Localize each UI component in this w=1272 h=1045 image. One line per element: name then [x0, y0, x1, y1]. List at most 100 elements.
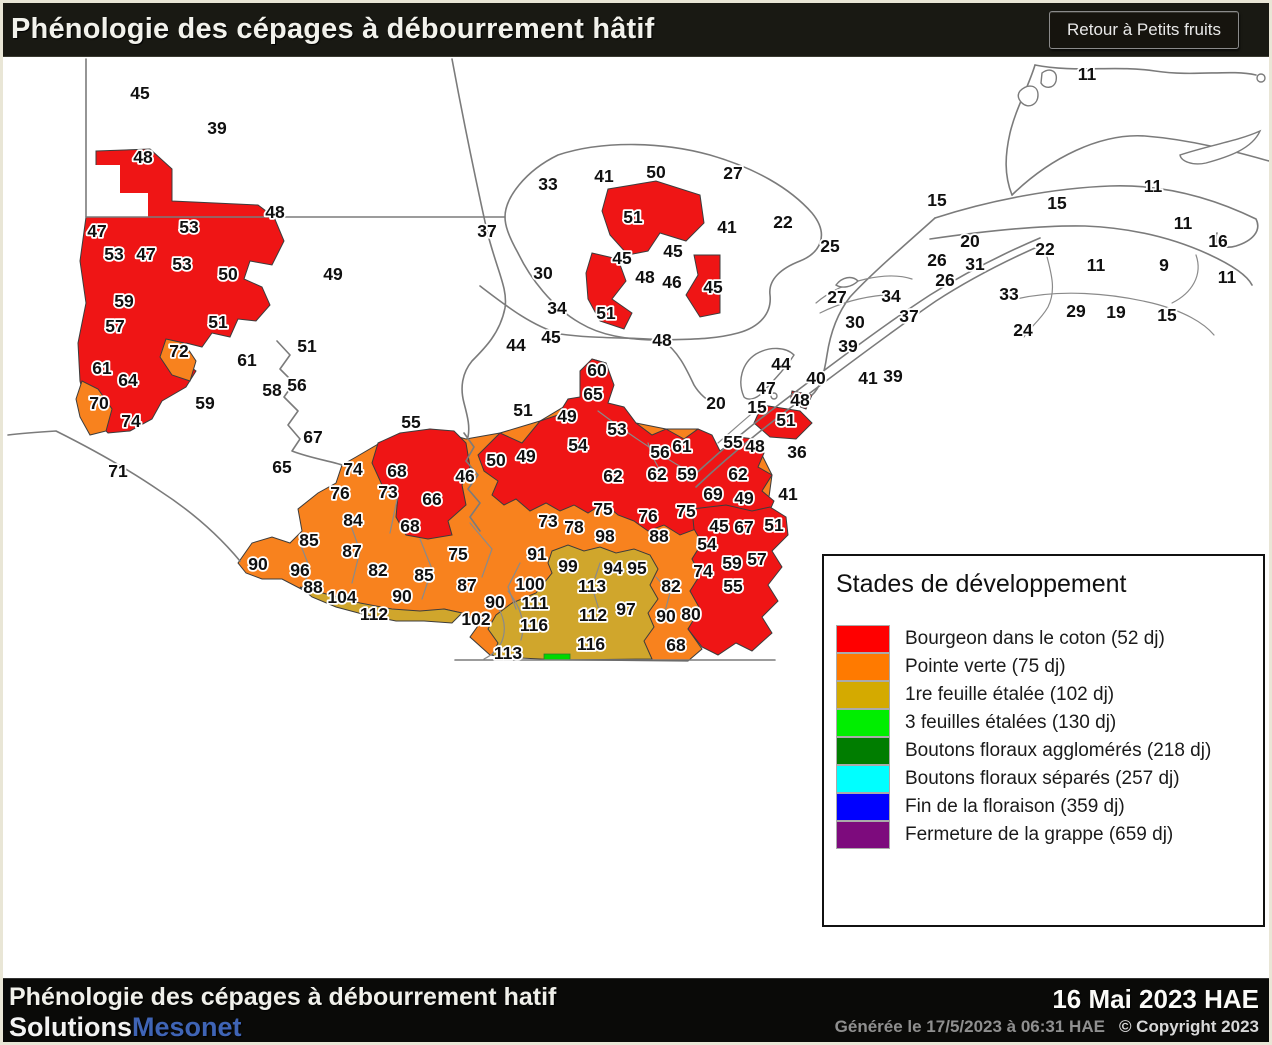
footer-left: Phénologie des cépages à débourrement ha…	[3, 979, 556, 1042]
map-value-label: 74	[121, 411, 141, 431]
island-1	[1017, 85, 1039, 107]
map-value-label: 100	[515, 574, 544, 594]
back-button[interactable]: Retour à Petits fruits	[1048, 10, 1239, 49]
map-value-label: 44	[771, 354, 791, 374]
legend-item: Fin de la floraison (359 dj)	[836, 793, 1263, 821]
border-monteregie-north	[479, 285, 717, 406]
map-value-label: 51	[596, 303, 616, 323]
map-value-label: 26	[927, 250, 947, 270]
map-value-label: 11	[1174, 213, 1193, 233]
map-value-label: 20	[960, 231, 980, 251]
map-value-label: 64	[118, 370, 138, 390]
map-value-label: 85	[414, 565, 434, 585]
map-value-label: 59	[677, 464, 697, 484]
footer-right: 16 Mai 2023 HAE Générée le 17/5/2023 à 0…	[835, 979, 1269, 1042]
map-value-label: 74	[693, 561, 713, 581]
legend-item: Fermeture de la grappe (659 dj)	[836, 821, 1263, 849]
map-value-label: 113	[578, 576, 606, 596]
map-value-label: 41	[858, 368, 878, 388]
map-value-label: 51	[513, 400, 533, 420]
island-small	[770, 392, 778, 400]
map-value-label: 20	[706, 393, 726, 413]
map-value-label: 31	[965, 254, 985, 274]
map-value-label: 112	[579, 605, 607, 625]
map-value-label: 65	[272, 457, 292, 477]
map-value-label: 48	[265, 202, 285, 222]
map-value-label: 51	[208, 312, 228, 332]
border-red-internal-2	[647, 442, 669, 482]
map-value-label: 87	[457, 575, 476, 595]
map-value-label: 45	[663, 241, 683, 261]
map-value-label: 53	[179, 217, 199, 237]
map-value-label: 75	[676, 501, 696, 521]
channel-montreal	[717, 402, 765, 444]
legend-swatch	[836, 793, 890, 821]
map-value-label: 68	[400, 516, 420, 536]
map-value-label: 54	[568, 435, 588, 455]
map-value-label: 67	[734, 517, 753, 537]
arc-north-2	[934, 185, 1259, 248]
map-value-label: 76	[638, 506, 658, 526]
map-value-label: 112	[360, 604, 388, 624]
arc-south-shore	[929, 225, 1253, 286]
map-value-label: 15	[1157, 305, 1177, 325]
map-value-label: 49	[734, 488, 754, 508]
legend-label: Boutons floraux séparés (257 dj)	[905, 768, 1180, 789]
map-value-label: 24	[1013, 320, 1033, 340]
map-value-label: 26	[935, 270, 955, 290]
map-value-label: 29	[1066, 301, 1086, 321]
map-value-label: 57	[105, 316, 124, 336]
map-value-label: 95	[627, 558, 647, 578]
map-value-label: 57	[747, 549, 766, 569]
map-value-label: 47	[756, 378, 775, 398]
map-value-label: 47	[87, 221, 106, 241]
map-value-label: 85	[299, 530, 319, 550]
region-fills	[75, 148, 813, 662]
map-value-label: 16	[1208, 231, 1228, 251]
map-value-label: 90	[248, 554, 268, 574]
map-value-label: 41	[717, 217, 737, 237]
map-value-label: 39	[838, 336, 858, 356]
map-value-label: 73	[538, 511, 558, 531]
map-value-label: 49	[323, 264, 343, 284]
legend-swatch	[836, 625, 890, 653]
page-title: Phénologie des cépages à débourrement hâ…	[11, 13, 655, 45]
legend-item: Boutons floraux agglomérés (218 dj)	[836, 737, 1263, 765]
legend-item: Bourgeon dans le coton (52 dj)	[836, 625, 1263, 653]
map-value-label: 84	[343, 510, 363, 530]
map-value-label: 113	[494, 643, 522, 663]
map-value-label: 90	[485, 592, 505, 612]
map-value-label: 73	[378, 482, 398, 502]
map-value-label: 48	[133, 147, 153, 167]
map-value-label: 51	[776, 410, 796, 430]
region-orange-west-strip	[75, 380, 113, 436]
border-bas-st-laurent-1	[1023, 252, 1054, 338]
brand-solutions: Solutions	[9, 1011, 132, 1042]
map-value-label: 116	[577, 634, 605, 654]
map-value-label: 34	[547, 298, 567, 318]
border-gold-internal-2	[507, 562, 521, 610]
border-orange-internal-1	[389, 494, 399, 534]
channel-richelieu-2	[507, 590, 524, 641]
map-value-label: 15	[747, 397, 767, 417]
map-value-label: 61	[672, 436, 692, 456]
map-value-label: 87	[342, 541, 361, 561]
region-orange-72	[159, 338, 197, 382]
region-red-southwest	[371, 428, 471, 540]
map-value-label: 61	[237, 350, 257, 370]
map-value-label: 47	[136, 244, 155, 264]
legend-label: Boutons floraux agglomérés (218 dj)	[905, 740, 1212, 761]
map-value-label: 48	[635, 267, 655, 287]
map-value-label: 90	[392, 586, 412, 606]
region-white-notch	[86, 165, 148, 217]
legend-items: Bourgeon dans le coton (52 dj) Pointe ver…	[836, 625, 1263, 849]
shore-trois-rivieres-1	[815, 275, 913, 304]
footer-date: 16 Mai 2023 HAE	[1052, 983, 1259, 1014]
map-value-label: 11	[1218, 267, 1237, 287]
map-value-label: 37	[477, 221, 496, 241]
map-value-label: 102	[461, 609, 490, 629]
map-value-label: 65	[583, 384, 603, 404]
legend-swatch	[836, 821, 890, 849]
